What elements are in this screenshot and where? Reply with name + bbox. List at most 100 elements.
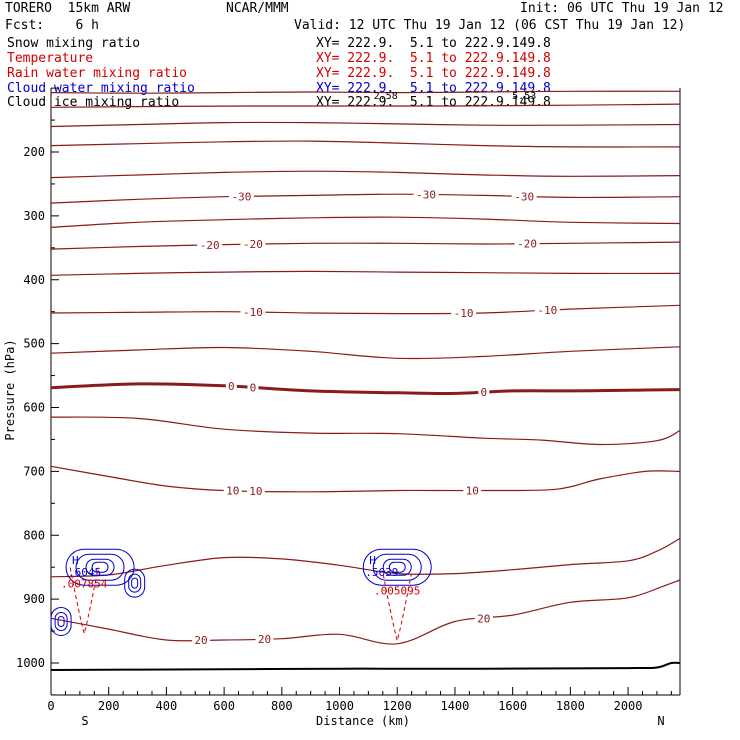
temperature-label-bg <box>225 380 237 393</box>
temperature-label-bg <box>463 484 482 497</box>
temperature-contour-line <box>50 270 681 276</box>
x-tick-label: 200 <box>98 699 120 713</box>
y-tick-label: 800 <box>23 528 45 542</box>
endpoint-label-right: N <box>657 714 664 728</box>
y-tick-label: 300 <box>23 209 45 223</box>
cloud-water-contour <box>85 558 115 576</box>
field-rain-xy: XY= 222.9. 5.1 to 222.9.149.8 <box>316 66 551 81</box>
x-tick-label: 2000 <box>614 699 643 713</box>
cloud-water-contour <box>54 611 68 631</box>
x-tick-label: 1000 <box>325 699 354 713</box>
cloud-water-max-marker: H <box>72 554 79 567</box>
temperature-label-bg <box>474 612 493 625</box>
x-tick-label: 1200 <box>383 699 412 713</box>
field-snow-xy: XY= 222.9. 5.1 to 222.9.149.8 <box>316 36 551 51</box>
temperature-contour-line <box>50 304 681 315</box>
temperature-contour-line <box>50 216 681 228</box>
temperature-label-bg <box>534 304 560 317</box>
header-org: NCAR/MMM <box>226 1 289 16</box>
cloud-water-max-value: .6045 <box>68 566 101 579</box>
temperature-label-bg <box>247 381 259 394</box>
y-tick-label: 700 <box>23 464 45 478</box>
temperature-label-bg <box>451 307 477 320</box>
cloud-water-contour <box>75 553 125 581</box>
x-tick-label: 1800 <box>556 699 585 713</box>
temperature-label-bg <box>478 386 490 399</box>
cloud-water-contour <box>388 561 406 573</box>
rain-water-max-value: .005095 <box>374 585 420 598</box>
temperature-label-bg <box>228 190 254 203</box>
temperature-contour-line <box>50 90 681 94</box>
field-cloudwater-name: Cloud water mixing ratio <box>7 81 195 96</box>
cloud-water-contour <box>57 615 65 627</box>
cloud-ice-label: 2.58 <box>374 91 398 102</box>
rain-water-max-value: .007854 <box>61 578 108 591</box>
temperature-label-bg <box>514 237 540 250</box>
endpoint-label-left: S <box>81 714 88 728</box>
temperature-contour-label: 20 <box>258 633 271 646</box>
temperature-contour-label: -30 <box>514 190 534 203</box>
temperature-contour-line <box>50 170 681 179</box>
y-tick-label: 500 <box>23 337 45 351</box>
cloud-water-contour <box>128 573 142 593</box>
field-temperature-name: Temperature <box>7 51 94 66</box>
temperature-contour-label: 10 <box>249 485 262 498</box>
y-axis-title: Pressure (hPa) <box>3 339 17 440</box>
temperature-contour-label: -10 <box>454 307 474 320</box>
field-temperature-xy: XY= 222.9. 5.1 to 222.9.149.8 <box>316 51 551 66</box>
header-fcst: Fcst: 6 h <box>5 18 99 33</box>
temperature-contour-line <box>50 537 681 578</box>
rain-water-contour <box>69 567 99 636</box>
x-tick-label: 1600 <box>498 699 527 713</box>
temperature-contour-label: 0 <box>250 381 257 394</box>
temperature-contour-line <box>50 193 681 204</box>
cloud-water-contour <box>372 553 422 581</box>
y-tick-label: 200 <box>23 145 45 159</box>
temperature-label-bg <box>413 188 439 201</box>
temperature-contour-line <box>50 140 681 148</box>
cloud-water-contour <box>131 577 139 589</box>
temperature-contour-label: -10 <box>537 304 557 317</box>
temperature-contour-line <box>50 346 681 360</box>
temperature-label-bg <box>223 484 242 497</box>
header-init: Init: 06 UTC Thu 19 Jan 12 <box>520 1 724 16</box>
cloud-water-contour <box>362 548 432 586</box>
field-snow-name: Snow mixing ratio <box>7 36 141 51</box>
temperature-contour-label: -20 <box>243 238 263 251</box>
temperature-contour-line <box>50 103 681 108</box>
temperature-contour-label: 10 <box>466 485 479 498</box>
x-tick-label: 600 <box>213 699 235 713</box>
temperature-contour-label: 0 <box>480 386 487 399</box>
x-tick-label: 400 <box>156 699 178 713</box>
temperature-contour-label: -30 <box>231 190 251 203</box>
temperature-label-bg <box>197 238 223 251</box>
temperature-contour-label: 0 <box>228 380 235 393</box>
cloud-water-contour <box>382 558 412 576</box>
field-rain-name: Rain water mixing ratio <box>7 66 188 81</box>
temperature-contour-label: 10 <box>226 485 239 498</box>
temperature-contour-label: 20 <box>194 634 207 647</box>
surface-pressure-line <box>50 661 681 671</box>
temperature-contour-label: -20 <box>200 239 220 252</box>
temperature-label-bg <box>240 306 266 319</box>
temperature-contour-label: -10 <box>243 306 263 319</box>
temperature-contour-line <box>50 121 681 128</box>
x-axis-title: Distance (km) <box>316 714 410 728</box>
y-tick-label: 900 <box>23 592 45 606</box>
x-tick-label: 0 <box>47 699 54 713</box>
temperature-label-bg <box>192 634 211 647</box>
header-model: TORERO 15km ARW <box>5 1 131 16</box>
temperature-contour-line <box>50 465 681 493</box>
cloud-water-max-value: .5639 <box>365 566 398 579</box>
temperature-label-bg <box>240 238 266 251</box>
cloud-water-contour <box>50 606 72 636</box>
y-tick-label: 600 <box>23 401 45 415</box>
cloud-water-contour <box>124 568 146 598</box>
cloud-water-max-marker: H <box>369 554 376 567</box>
temperature-label-bg <box>511 190 537 203</box>
cloud-ice-label: 5.53 <box>512 91 536 102</box>
temperature-contour-line <box>50 382 681 396</box>
temperature-contour-line <box>50 416 681 446</box>
y-tick-label: 400 <box>23 273 45 287</box>
